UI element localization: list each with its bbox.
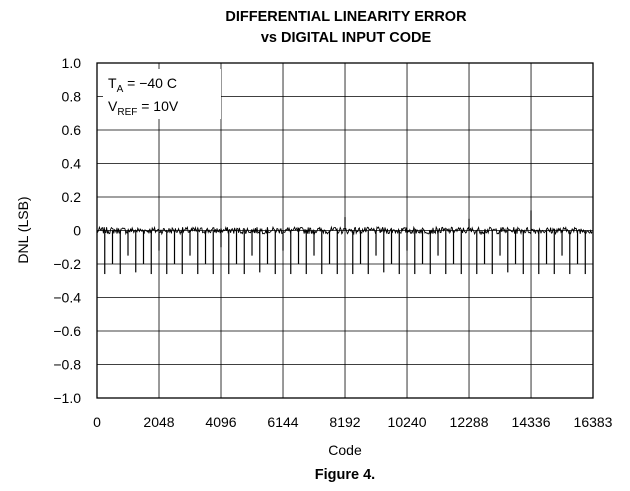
data-layer [96,210,593,275]
x-tick-label: 0 [93,414,101,430]
legend-temp-symbol: T [108,75,117,91]
chart-title-line2: vs DIGITAL INPUT CODE [261,30,432,46]
y-tick-label: 0 [73,223,81,239]
y-tick-label: 0.2 [62,189,82,205]
figure-caption: Figure 4. [315,467,375,483]
x-tick-label: 16383 [574,414,613,430]
legend-line-temperature: TA = −40 C [108,75,177,95]
chart-title-line1: DIFFERENTIAL LINEARITY ERROR [225,9,467,25]
x-tick-label: 12288 [450,414,489,430]
legend-box: TA = −40 C VREF = 10V [103,69,221,119]
plot-frame [96,62,594,399]
x-tick-label: 8192 [329,414,360,430]
x-tick-label: 10240 [388,414,427,430]
x-tick-label: 14336 [512,414,551,430]
y-tick-label: −0.8 [53,357,81,373]
y-tick-label: 0.8 [62,89,82,105]
y-tick-label: −1.0 [53,390,81,406]
x-tick-label: 6144 [267,414,298,430]
y-tick-label: 0.4 [62,156,82,172]
legend-vref-subscript: REF [117,107,137,118]
y-axis-label: DNL (LSB) [15,196,31,263]
legend-background [103,69,221,119]
legend-line-vref: VREF = 10V [108,98,179,118]
legend-temp-value: = −40 C [123,75,177,91]
y-tick-label: 1.0 [62,55,82,71]
x-tick-labels: 0 2048 4096 6144 8192 10240 12288 14336 16383 [93,414,613,430]
x-tick-label: 4096 [205,414,236,430]
y-tick-label: −0.2 [53,256,81,272]
x-axis-label: Code [328,442,362,458]
x-tick-label: 2048 [143,414,174,430]
y-tick-label: 0.6 [62,122,82,138]
y-tick-label: −0.4 [53,290,81,306]
legend-vref-value: = 10V [137,98,179,114]
legend-temp-subscript: A [117,84,124,95]
y-tick-labels: 1.0 0.8 0.6 0.4 0.2 0 −0.2 −0.4 −0.6 −0.8 −1.0 [53,55,81,406]
legend-vref-symbol: V [108,98,118,114]
y-tick-label: −0.6 [53,323,81,339]
